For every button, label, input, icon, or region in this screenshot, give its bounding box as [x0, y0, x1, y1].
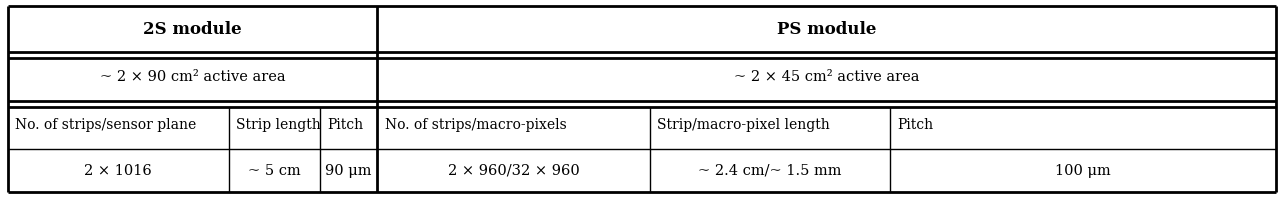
Text: ~ 2 × 90 cm² active area: ~ 2 × 90 cm² active area — [100, 70, 285, 84]
Text: 90 μm: 90 μm — [325, 164, 372, 178]
Text: Pitch: Pitch — [327, 118, 363, 132]
Text: No. of strips/macro-pixels: No. of strips/macro-pixels — [385, 118, 568, 132]
Text: ~ 5 cm: ~ 5 cm — [248, 164, 300, 178]
Text: Strip/macro-pixel length: Strip/macro-pixel length — [657, 118, 831, 132]
Text: Strip length: Strip length — [236, 118, 321, 132]
Text: ~ 2.4 cm/~ 1.5 mm: ~ 2.4 cm/~ 1.5 mm — [698, 164, 841, 178]
Text: 2 × 1016: 2 × 1016 — [85, 164, 152, 178]
Text: ~ 2 × 45 cm² active area: ~ 2 × 45 cm² active area — [734, 70, 919, 84]
Text: PS module: PS module — [777, 21, 877, 38]
Text: 2 × 960/32 × 960: 2 × 960/32 × 960 — [448, 164, 579, 178]
Text: 100 μm: 100 μm — [1055, 164, 1111, 178]
Text: 2S module: 2S module — [144, 21, 241, 38]
Text: No. of strips/sensor plane: No. of strips/sensor plane — [15, 118, 196, 132]
Text: Pitch: Pitch — [898, 118, 933, 132]
